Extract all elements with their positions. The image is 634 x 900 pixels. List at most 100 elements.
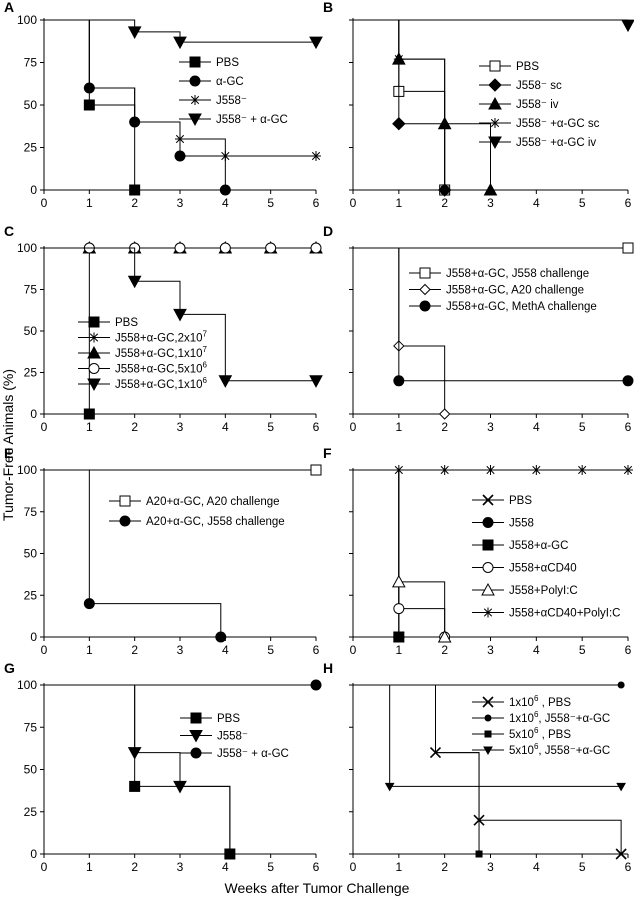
x-tick-label: 3 (177, 643, 184, 657)
x-tick-label: 1 (395, 196, 402, 210)
legend-label-suffix: , PBS (538, 729, 571, 741)
x-tick-label: 4 (222, 420, 229, 434)
legend-marker (482, 539, 494, 551)
legend: A20+α-GC, A20 challenge A20+α-GC, J558 ch… (109, 495, 285, 528)
panel-label: B (323, 0, 333, 15)
data-point (393, 54, 404, 65)
legend-label-text: 5x10 (509, 729, 534, 741)
x-tick-label: 6 (313, 420, 320, 434)
data-point (218, 375, 233, 388)
y-tick-label: 25 (24, 805, 38, 819)
legend-item: 5x106, J558⁻+α-GC (472, 742, 610, 757)
legend-label: A20+α-GC, A20 challenge (146, 496, 280, 508)
series-3 (353, 19, 498, 196)
legend-label: J558+α-GC, J558 challenge (446, 268, 589, 280)
series-1 (44, 247, 95, 420)
y-tick-label: 50 (24, 324, 38, 338)
legend-marker (490, 118, 500, 128)
legend: PBS J558 J558+α-GC J558+αCD40 J558+PolyI:C J5… (472, 494, 621, 620)
x-tick-label: 1 (86, 420, 93, 434)
series-3 (44, 679, 322, 691)
series-line (44, 247, 90, 414)
panel-label: D (323, 223, 333, 239)
data-point (384, 782, 395, 792)
y-tick-label: 25 (24, 366, 38, 380)
legend-item: J558+α-GC, A20 challenge (409, 283, 584, 297)
x-tick-label: 3 (177, 196, 184, 210)
legend-marker (482, 494, 494, 506)
legend-marker (483, 746, 493, 756)
x-tick-label: 1 (86, 643, 93, 657)
x-tick-label: 4 (533, 643, 540, 657)
series-line (44, 19, 316, 157)
x-tick-label: 0 (41, 420, 48, 434)
series-4 (353, 19, 450, 195)
legend-label: J558⁻ +α-GC sc (516, 118, 600, 130)
legend-label-text: J558+αCD40 (509, 563, 577, 575)
x-tick-label: 2 (441, 860, 448, 874)
legend-item: J558+αCD40+PolyI:C (472, 607, 621, 620)
x-tick-label: 5 (579, 860, 586, 874)
data-point (617, 681, 625, 689)
legend-item: J558⁻ (180, 730, 248, 743)
legend-item: J558+α-GC,1x106 (78, 376, 208, 392)
legend-label: J558⁻ sc (516, 80, 562, 92)
x-tick-label: 1 (395, 420, 402, 434)
legend-marker (88, 363, 100, 374)
data-point (215, 631, 227, 643)
legend-label: J558⁻ +α-GC iv (516, 137, 596, 149)
panel-label: F (323, 445, 332, 461)
panel-label: E (4, 445, 13, 461)
data-point (127, 747, 142, 760)
legend-marker (190, 712, 202, 724)
panel-e: E 0 1 2 3 4 5 6 0 25 50 75 100 A20+α-GC, A20 challeng… (4, 445, 322, 657)
legend-label-text: 5x10 (509, 745, 534, 757)
data-point (437, 629, 452, 643)
legend-label-text: PBS (509, 495, 532, 507)
legend-label-text: J558+αCD40+PolyI:C (509, 608, 621, 620)
legend-label-sup: 7 (203, 345, 208, 354)
data-point (83, 99, 95, 111)
y-tick-label: 100 (17, 241, 37, 255)
x-tick-label: 3 (487, 643, 494, 657)
data-point (309, 375, 323, 388)
data-point (393, 603, 405, 615)
legend-label: J558 (509, 518, 534, 530)
x-tick-label: 6 (625, 860, 632, 874)
data-point (129, 117, 140, 127)
panel-label: H (323, 660, 333, 676)
x-tick-label: 6 (313, 196, 320, 210)
legend-label: PBS (217, 713, 240, 725)
legend-item: 1x106 , PBS (472, 694, 571, 709)
data-point (531, 465, 542, 475)
legend-label-suffix: , J558⁻+α-GC (538, 713, 610, 725)
legend-marker (87, 378, 101, 392)
y-tick-label: 25 (24, 588, 38, 602)
data-point (127, 26, 142, 39)
data-point (173, 36, 187, 50)
legend-label-text: PBS (115, 317, 138, 329)
legend-marker (488, 78, 502, 92)
legend-label-sup: 6 (534, 694, 539, 703)
legend-marker (481, 582, 495, 596)
legend-label: J558⁻ (217, 731, 248, 743)
y-axis-label: Tumor-Free Animals (%) (0, 369, 16, 521)
data-point (84, 83, 95, 93)
legend-marker (419, 267, 431, 279)
x-tick-label: 4 (222, 860, 229, 874)
legend-item: J558+α-GC, J558 challenge (409, 267, 589, 280)
panel-label: G (4, 660, 15, 676)
x-tick-label: 6 (625, 420, 632, 434)
x-tick-label: 0 (41, 860, 48, 874)
legend-item: J558+α-GC (472, 539, 568, 552)
series-2 (353, 247, 451, 420)
x-tick-label: 0 (350, 643, 357, 657)
series-line (44, 684, 231, 854)
data-point (310, 679, 322, 691)
x-tick-label: 5 (267, 420, 274, 434)
legend-label-text: PBS (516, 61, 539, 73)
series-line (353, 684, 622, 854)
legend-item: J558⁻ +α-GC iv (479, 136, 596, 150)
y-tick-label: 100 (17, 463, 37, 477)
